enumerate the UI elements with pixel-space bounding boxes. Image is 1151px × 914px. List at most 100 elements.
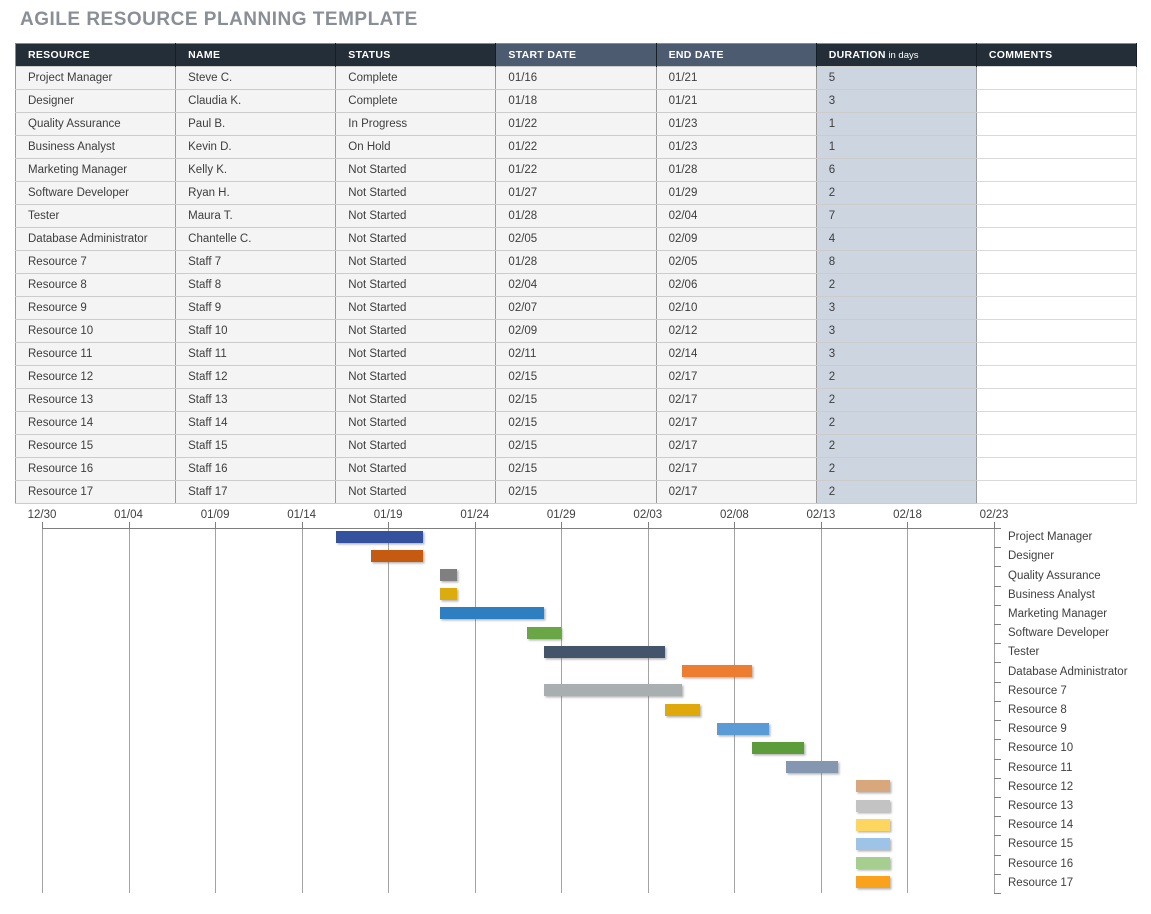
cell-comments[interactable] bbox=[975, 135, 1138, 159]
cell-name[interactable]: Staff 10 bbox=[175, 319, 337, 343]
cell-start[interactable]: 01/28 bbox=[495, 250, 657, 274]
cell-start[interactable]: 02/04 bbox=[495, 273, 657, 297]
cell-status[interactable]: Not Started bbox=[335, 388, 497, 412]
cell-comments[interactable] bbox=[975, 480, 1138, 504]
cell-duration[interactable]: 2 bbox=[815, 434, 977, 458]
cell-duration[interactable]: 3 bbox=[815, 319, 977, 343]
cell-comments[interactable] bbox=[975, 158, 1138, 182]
cell-name[interactable]: Kevin D. bbox=[175, 135, 337, 159]
cell-name[interactable]: Staff 15 bbox=[175, 434, 337, 458]
cell-start[interactable]: 02/15 bbox=[495, 411, 657, 435]
cell-resource[interactable]: Resource 17 bbox=[14, 480, 177, 504]
cell-comments[interactable] bbox=[975, 112, 1138, 136]
cell-end[interactable]: 02/12 bbox=[655, 319, 817, 343]
cell-status[interactable]: Complete bbox=[335, 66, 497, 90]
cell-name[interactable]: Staff 12 bbox=[175, 365, 337, 389]
cell-resource[interactable]: Tester bbox=[14, 204, 177, 228]
cell-end[interactable]: 01/21 bbox=[655, 89, 817, 113]
cell-resource[interactable]: Software Developer bbox=[14, 181, 177, 205]
cell-end[interactable]: 01/21 bbox=[655, 66, 817, 90]
cell-start[interactable]: 02/15 bbox=[495, 388, 657, 412]
cell-duration[interactable]: 1 bbox=[815, 135, 977, 159]
cell-duration[interactable]: 7 bbox=[815, 204, 977, 228]
cell-start[interactable]: 02/15 bbox=[495, 434, 657, 458]
cell-status[interactable]: In Progress bbox=[335, 112, 497, 136]
cell-duration[interactable]: 4 bbox=[815, 227, 977, 251]
cell-start[interactable]: 02/09 bbox=[495, 319, 657, 343]
cell-name[interactable]: Staff 9 bbox=[175, 296, 337, 320]
cell-duration[interactable]: 6 bbox=[815, 158, 977, 182]
cell-name[interactable]: Staff 7 bbox=[175, 250, 337, 274]
cell-end[interactable]: 02/17 bbox=[655, 457, 817, 481]
cell-duration[interactable]: 3 bbox=[815, 342, 977, 366]
cell-resource[interactable]: Database Administrator bbox=[14, 227, 177, 251]
cell-start[interactable]: 01/28 bbox=[495, 204, 657, 228]
cell-end[interactable]: 02/09 bbox=[655, 227, 817, 251]
cell-name[interactable]: Chantelle C. bbox=[175, 227, 337, 251]
cell-resource[interactable]: Resource 7 bbox=[14, 250, 177, 274]
cell-name[interactable]: Staff 11 bbox=[175, 342, 337, 366]
column-header-duration[interactable]: DURATION in days bbox=[816, 43, 977, 67]
cell-start[interactable]: 01/16 bbox=[495, 66, 657, 90]
cell-name[interactable]: Staff 13 bbox=[175, 388, 337, 412]
column-header-start[interactable]: START DATE bbox=[495, 43, 657, 67]
cell-end[interactable]: 02/04 bbox=[655, 204, 817, 228]
cell-name[interactable]: Staff 14 bbox=[175, 411, 337, 435]
cell-comments[interactable] bbox=[975, 342, 1138, 366]
cell-status[interactable]: Not Started bbox=[335, 319, 497, 343]
cell-status[interactable]: Not Started bbox=[335, 204, 497, 228]
cell-start[interactable]: 02/15 bbox=[495, 480, 657, 504]
column-header-status[interactable]: STATUS bbox=[335, 43, 497, 67]
cell-comments[interactable] bbox=[975, 66, 1138, 90]
cell-end[interactable]: 02/17 bbox=[655, 480, 817, 504]
cell-duration[interactable]: 2 bbox=[815, 457, 977, 481]
column-header-resource[interactable]: RESOURCE bbox=[15, 43, 177, 67]
cell-start[interactable]: 01/22 bbox=[495, 112, 657, 136]
cell-end[interactable]: 02/06 bbox=[655, 273, 817, 297]
cell-comments[interactable] bbox=[975, 457, 1138, 481]
cell-resource[interactable]: Resource 9 bbox=[14, 296, 177, 320]
cell-name[interactable]: Staff 17 bbox=[175, 480, 337, 504]
cell-start[interactable]: 01/22 bbox=[495, 135, 657, 159]
cell-end[interactable]: 01/28 bbox=[655, 158, 817, 182]
cell-start[interactable]: 02/07 bbox=[495, 296, 657, 320]
cell-end[interactable]: 02/14 bbox=[655, 342, 817, 366]
cell-comments[interactable] bbox=[975, 411, 1138, 435]
cell-status[interactable]: Not Started bbox=[335, 227, 497, 251]
cell-comments[interactable] bbox=[975, 181, 1138, 205]
cell-status[interactable]: On Hold bbox=[335, 135, 497, 159]
cell-end[interactable]: 01/29 bbox=[655, 181, 817, 205]
cell-start[interactable]: 02/15 bbox=[495, 457, 657, 481]
cell-duration[interactable]: 2 bbox=[815, 181, 977, 205]
cell-status[interactable]: Not Started bbox=[335, 296, 497, 320]
cell-resource[interactable]: Designer bbox=[14, 89, 177, 113]
cell-duration[interactable]: 3 bbox=[815, 296, 977, 320]
cell-status[interactable]: Not Started bbox=[335, 411, 497, 435]
cell-end[interactable]: 01/23 bbox=[655, 112, 817, 136]
cell-duration[interactable]: 2 bbox=[815, 273, 977, 297]
cell-duration[interactable]: 2 bbox=[815, 388, 977, 412]
cell-name[interactable]: Staff 16 bbox=[175, 457, 337, 481]
cell-end[interactable]: 02/17 bbox=[655, 365, 817, 389]
cell-duration[interactable]: 2 bbox=[815, 411, 977, 435]
cell-resource[interactable]: Resource 10 bbox=[14, 319, 177, 343]
cell-status[interactable]: Complete bbox=[335, 89, 497, 113]
cell-start[interactable]: 01/27 bbox=[495, 181, 657, 205]
cell-comments[interactable] bbox=[975, 273, 1138, 297]
cell-comments[interactable] bbox=[975, 227, 1138, 251]
cell-comments[interactable] bbox=[975, 434, 1138, 458]
column-header-name[interactable]: NAME bbox=[175, 43, 337, 67]
cell-resource[interactable]: Resource 13 bbox=[14, 388, 177, 412]
cell-status[interactable]: Not Started bbox=[335, 181, 497, 205]
cell-end[interactable]: 02/10 bbox=[655, 296, 817, 320]
cell-resource[interactable]: Resource 16 bbox=[14, 457, 177, 481]
cell-resource[interactable]: Quality Assurance bbox=[14, 112, 177, 136]
cell-status[interactable]: Not Started bbox=[335, 158, 497, 182]
column-header-end[interactable]: END DATE bbox=[656, 43, 817, 67]
cell-start[interactable]: 01/18 bbox=[495, 89, 657, 113]
column-header-comments[interactable]: COMMENTS bbox=[976, 43, 1138, 67]
cell-duration[interactable]: 2 bbox=[815, 480, 977, 504]
cell-status[interactable]: Not Started bbox=[335, 250, 497, 274]
cell-comments[interactable] bbox=[975, 296, 1138, 320]
cell-resource[interactable]: Project Manager bbox=[14, 66, 177, 90]
